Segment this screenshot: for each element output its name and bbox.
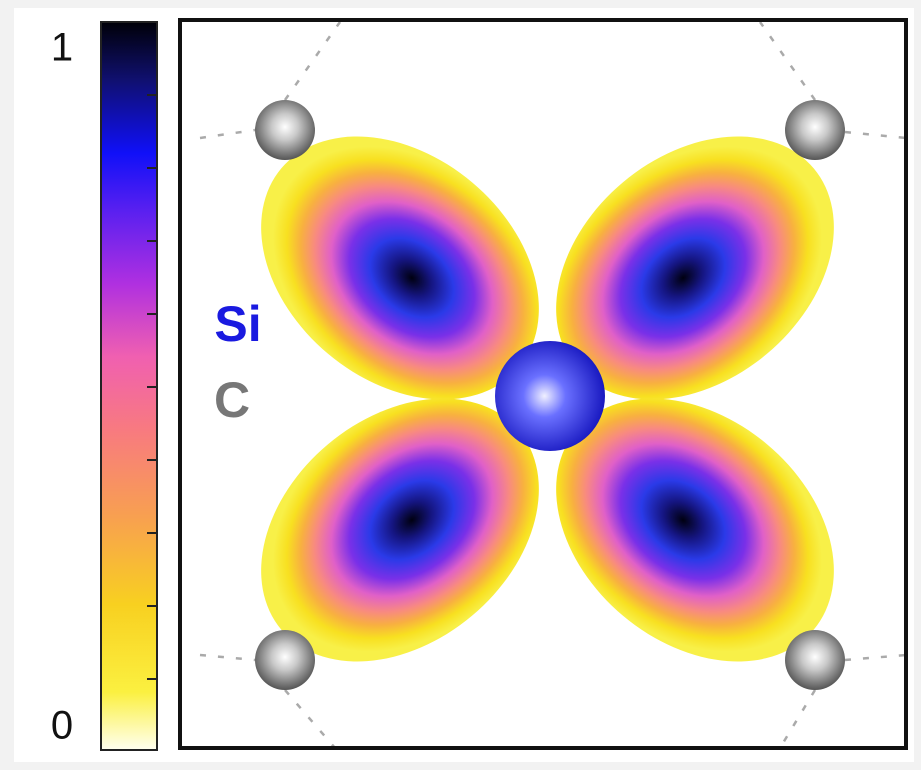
colorbar-min-label: 0 — [51, 704, 73, 748]
c-atom — [785, 630, 845, 690]
si-atom — [495, 341, 605, 451]
c-atom — [785, 100, 845, 160]
colorbar-max-label: 1 — [51, 26, 73, 70]
c-atom — [255, 100, 315, 160]
figure: 1 0 Si C — [0, 0, 921, 770]
c-atom — [255, 630, 315, 690]
legend-c: C — [214, 372, 250, 428]
legend-si: Si — [214, 296, 261, 352]
